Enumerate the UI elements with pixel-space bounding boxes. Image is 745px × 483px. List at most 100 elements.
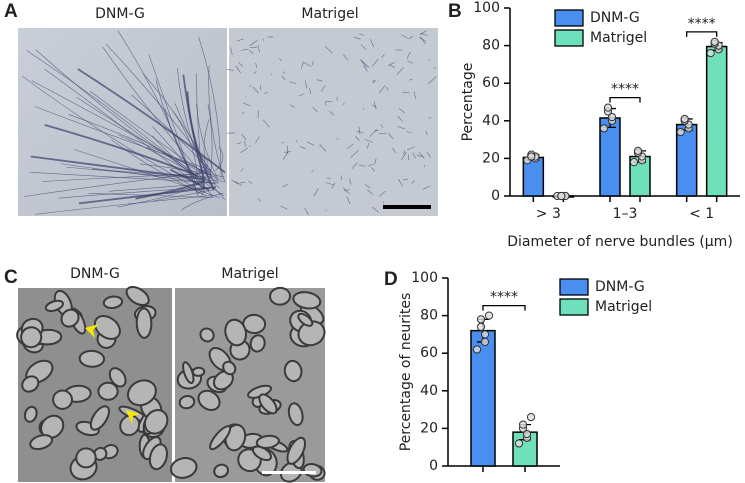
panel-label: B (448, 1, 462, 22)
nerve-fiber (346, 196, 351, 205)
nerve-fiber (197, 173, 205, 194)
y-tick-label: 80 (420, 308, 438, 324)
nerve-fiber (367, 163, 374, 167)
nerve-fiber (24, 172, 206, 197)
nerve-fiber (244, 140, 246, 147)
nerve-fiber (249, 50, 254, 54)
axon (21, 375, 40, 393)
nerve-fiber (363, 65, 368, 72)
data-point (633, 146, 643, 155)
axon (126, 379, 157, 407)
data-point (476, 315, 486, 324)
x-tick-label: < 1 (689, 206, 714, 222)
nerve-fiber (360, 44, 367, 50)
nerve-fiber (343, 189, 350, 192)
nerve-fiber (295, 140, 298, 143)
legend-swatch (559, 298, 589, 316)
image-label: DNM-G (95, 6, 145, 22)
nerve-fiber (300, 61, 304, 69)
nerve-fiber (35, 195, 213, 215)
axon (199, 327, 215, 343)
data-point (480, 330, 490, 339)
nerve-fiber (290, 104, 295, 108)
nerve-fiber (309, 88, 312, 95)
nerve-fiber (407, 60, 414, 64)
axon (108, 367, 127, 388)
nerve-fiber (380, 124, 384, 128)
y-tick-label: 80 (482, 38, 500, 54)
nerve-fiber (243, 102, 251, 107)
data-point (527, 152, 536, 161)
nerve-fiber (321, 85, 326, 92)
nerve-fiber (325, 182, 334, 186)
axon (249, 334, 266, 353)
nerve-fiber (304, 80, 308, 89)
nerve-fiber (105, 43, 219, 181)
nerve-fiber (181, 192, 224, 211)
nerve-fiber (34, 106, 211, 171)
nerve-fiber (240, 168, 244, 172)
axon (209, 425, 232, 451)
nerve-fiber (249, 40, 258, 47)
nerve-fiber (165, 180, 206, 194)
axon (197, 389, 221, 411)
data-point (603, 103, 613, 112)
nerve-fiber (396, 67, 404, 75)
significance-label: **** (688, 16, 716, 32)
nerve-fiber (282, 183, 288, 188)
arrowhead (85, 324, 99, 338)
nerve-fiber (282, 71, 286, 74)
y-tick-label: 60 (420, 345, 438, 361)
nerve-fiber (367, 189, 373, 195)
nerve-fiber (257, 44, 260, 53)
nerve-fiber (398, 108, 406, 114)
significance-label: **** (611, 82, 639, 98)
nerve-fiber (172, 110, 198, 177)
axon (75, 447, 97, 469)
nerve-fiber (406, 51, 411, 59)
nerve-fiber (255, 63, 257, 68)
nerve-fiber (42, 173, 202, 182)
nerve-fiber (279, 58, 282, 62)
nerve-fiber (66, 166, 225, 182)
axon (89, 405, 110, 431)
axon (44, 299, 64, 312)
nerve-fiber (102, 46, 226, 201)
legend-swatch (554, 29, 584, 47)
nerve-fiber (249, 85, 252, 87)
nerve-fiber (252, 86, 259, 94)
nerve-fiber (358, 126, 361, 135)
nerve-fiber (342, 102, 345, 105)
nerve-fiber (257, 197, 261, 202)
nerve-fiber (248, 180, 253, 185)
data-point (484, 311, 494, 320)
data-point (680, 114, 689, 124)
data-point (706, 49, 715, 58)
nerve-fiber (284, 151, 292, 153)
y-tick-label: 100 (411, 270, 438, 286)
image-label: Matrigel (301, 6, 358, 22)
nerve-fiber (30, 155, 204, 180)
axon (283, 359, 303, 383)
nerve-fiber (177, 68, 204, 172)
nerve-fiber (340, 175, 343, 181)
panel-label: C (4, 267, 18, 288)
nerve-fiber (398, 178, 403, 187)
nerve-fiber (271, 73, 273, 76)
y-axis-label: Percentage (460, 63, 476, 142)
nerve-fiber (387, 61, 396, 67)
axon (169, 457, 198, 479)
nerve-fiber (329, 111, 335, 116)
nerve-fiber (382, 201, 385, 204)
legend-label: DNM-G (595, 279, 645, 295)
axon (125, 286, 150, 307)
data-point (476, 322, 486, 331)
nerve-fiber (198, 36, 222, 180)
nerve-fiber (386, 86, 389, 92)
nerve-fiber (325, 46, 333, 54)
nerve-fiber (428, 76, 437, 85)
data-point (629, 158, 639, 167)
data-point (518, 420, 528, 429)
nerve-fiber (342, 187, 351, 195)
